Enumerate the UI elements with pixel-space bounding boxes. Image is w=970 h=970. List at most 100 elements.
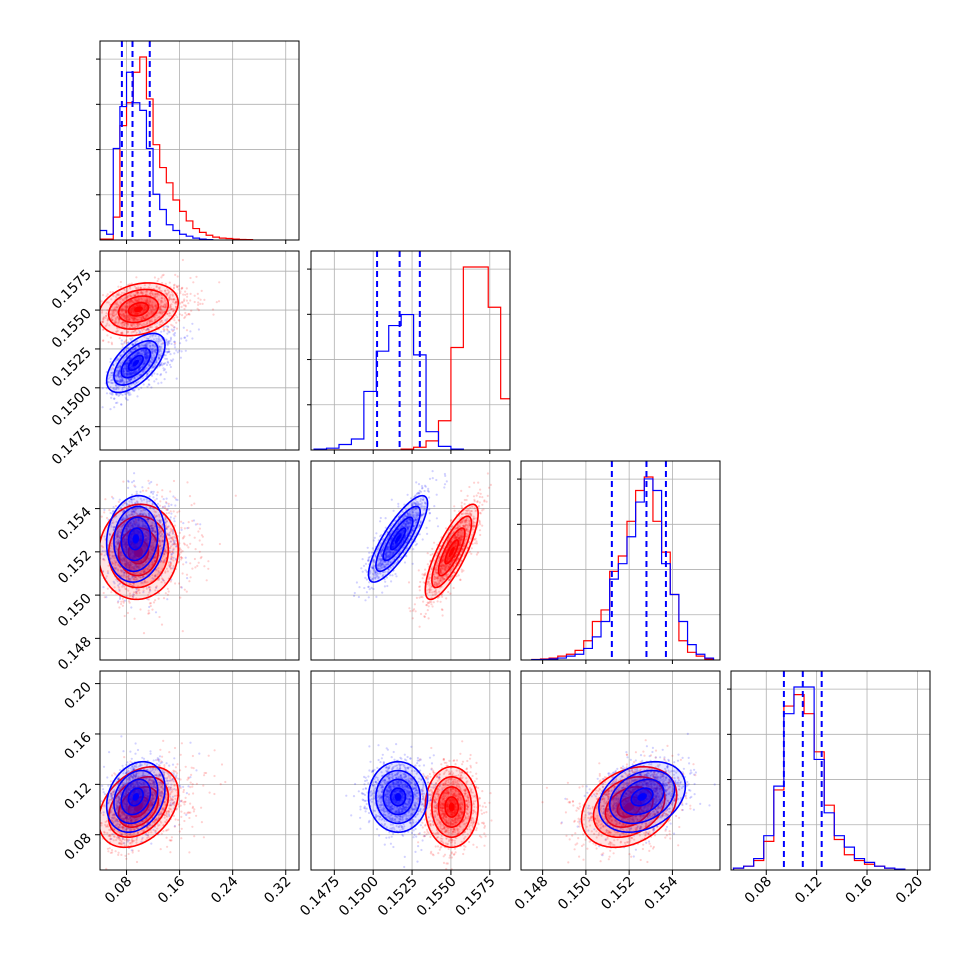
scatter-point: [121, 331, 124, 334]
scatter-point: [149, 507, 152, 510]
scatter-point: [448, 528, 451, 531]
scatter-point: [112, 310, 115, 313]
scatter-point: [174, 342, 177, 345]
scatter-point: [148, 588, 152, 591]
scatter-point: [128, 601, 131, 604]
scatter-point: [116, 401, 119, 404]
scatter-point: [178, 349, 181, 352]
scatter-point: [167, 290, 171, 293]
scatter-point: [161, 305, 164, 308]
scatter-point: [180, 528, 183, 532]
scatter-point: [81, 577, 83, 579]
scatter-point: [122, 367, 125, 371]
scatter-point: [115, 302, 118, 306]
scatter-point: [135, 592, 138, 595]
scatter-point: [128, 500, 131, 503]
panel-2-0: [81, 460, 300, 661]
scatter-point: [117, 373, 120, 376]
scatter-point: [135, 351, 138, 354]
scatter-point: [199, 302, 202, 305]
scatter-point: [144, 351, 147, 354]
scatter-point: [125, 538, 128, 541]
scatter-point: [124, 542, 127, 546]
scatter-point: [140, 576, 143, 579]
scatter-point: [172, 328, 176, 331]
scatter-point: [160, 350, 163, 353]
scatter-point: [167, 590, 170, 593]
scatter-point: [91, 535, 93, 537]
scatter-point: [130, 378, 133, 381]
scatter-point: [157, 286, 160, 289]
scatter-point: [183, 336, 186, 339]
scatter-point: [141, 509, 144, 512]
scatter-point: [151, 521, 154, 525]
scatter-point: [169, 580, 172, 583]
scatter-point: [165, 526, 168, 529]
scatter-point: [112, 311, 116, 314]
scatter-point: [124, 550, 127, 554]
scatter-point: [141, 520, 144, 523]
scatter-point: [125, 309, 128, 312]
contour-red-3: [127, 301, 150, 317]
scatter-point: [133, 578, 136, 581]
scatter-point: [446, 546, 449, 549]
scatter-point: [136, 291, 139, 294]
scatter-point: [437, 583, 440, 586]
scatter-point: [469, 513, 472, 516]
scatter-point: [141, 353, 144, 356]
scatter-point: [127, 385, 130, 388]
scatter-point: [129, 549, 132, 552]
scatter-point: [143, 533, 146, 536]
scatter-point: [118, 365, 121, 368]
scatter-point: [116, 373, 119, 377]
scatter-point: [133, 524, 136, 528]
scatter-point: [146, 327, 149, 330]
scatter-point: [125, 542, 128, 545]
scatter-point: [436, 577, 439, 580]
scatter-point: [117, 386, 120, 389]
scatter-point: [183, 535, 186, 538]
scatter-point: [127, 370, 130, 373]
scatter-point: [126, 561, 129, 565]
scatter-point: [165, 347, 168, 350]
scatter-point: [87, 525, 89, 527]
scatter-point: [110, 393, 113, 396]
scatter-point: [152, 529, 155, 532]
scatter-point: [173, 316, 176, 319]
scatter-point: [464, 527, 467, 530]
scatter-point: [449, 563, 452, 566]
scatter-point: [153, 356, 156, 359]
scatter-point: [151, 292, 154, 295]
scatter-point: [133, 568, 136, 571]
scatter-point: [139, 286, 142, 289]
scatter-point: [162, 561, 165, 564]
scatter-point: [115, 306, 119, 309]
scatter-point: [146, 328, 149, 331]
scatter-point: [159, 299, 162, 302]
scatter-point: [123, 538, 126, 541]
scatter-point: [96, 319, 98, 321]
scatter-point: [139, 286, 142, 289]
scatter-point: [160, 276, 163, 279]
scatter-point: [163, 559, 166, 563]
scatter-point: [116, 329, 119, 332]
scatter-point: [124, 545, 127, 548]
scatter-point: [128, 522, 131, 525]
scatter-point: [454, 544, 458, 548]
scatter-point: [143, 344, 146, 347]
scatter-point: [438, 570, 442, 574]
scatter-point: [175, 284, 178, 287]
scatter-point: [133, 567, 136, 570]
scatter-point: [169, 545, 173, 548]
scatter-point: [146, 581, 149, 584]
scatter-point: [143, 305, 146, 308]
scatter-point: [134, 502, 137, 505]
scatter-point: [122, 557, 125, 560]
scatter-point: [137, 369, 140, 372]
scatter-point: [174, 301, 177, 304]
scatter-point: [124, 544, 127, 547]
scatter-point: [145, 502, 148, 505]
scatter-point: [163, 289, 166, 292]
scatter-point: [197, 297, 200, 300]
scatter-point: [139, 303, 142, 306]
